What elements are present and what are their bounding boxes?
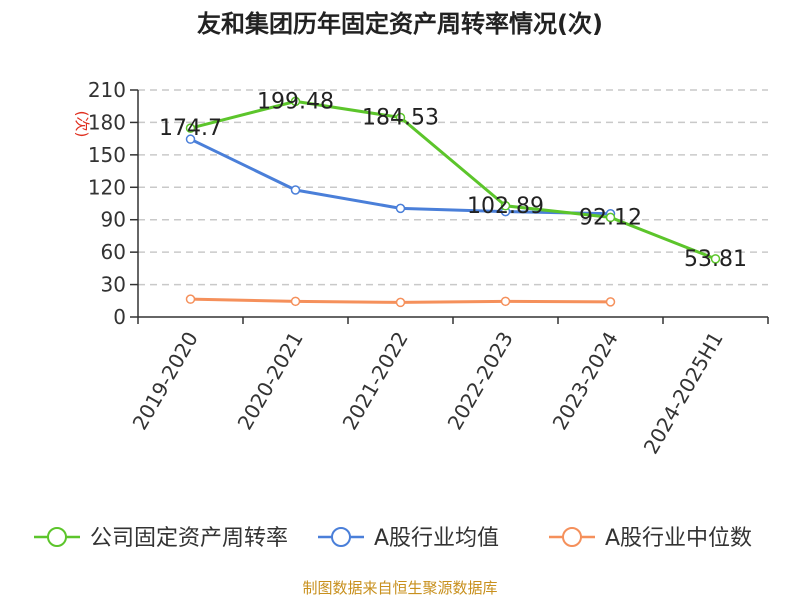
data-point[interactable] <box>605 212 616 223</box>
data-point[interactable] <box>185 123 196 133</box>
legend-item[interactable]: A股行业均值 <box>318 526 499 551</box>
data-point[interactable] <box>500 296 511 307</box>
x-tick-label: 2019-2020 <box>128 328 203 434</box>
legend-label: A股行业均值 <box>374 526 499 551</box>
y-axis-label: (次) <box>73 111 91 138</box>
data-label: 53.81 <box>684 247 747 272</box>
legend-label: A股行业中位数 <box>605 526 752 551</box>
x-tick-labels: 2019-2020 2020-2021 2021-2022 2022-2023 2023… <box>128 328 728 458</box>
data-labels: 174.7 199.48 184.53 102.89 92.12 53.81 <box>159 89 747 271</box>
data-label: 184.53 <box>362 106 439 131</box>
series-lines <box>185 96 721 308</box>
legend-item[interactable]: 公司固定资产周转率 <box>34 526 288 551</box>
x-tick-label: 2022-2023 <box>443 328 518 434</box>
data-point[interactable] <box>395 297 406 308</box>
chart-title: 友和集团历年固定资产周转率情况(次) <box>197 10 603 38</box>
axes <box>130 89 769 324</box>
data-point[interactable] <box>605 297 616 307</box>
data-point[interactable] <box>185 134 196 144</box>
x-tick-label: 2021-2022 <box>338 328 413 434</box>
data-label: 199.48 <box>257 89 334 114</box>
grid-lines <box>138 89 768 286</box>
data-point[interactable] <box>290 296 301 307</box>
y-tick-label: 120 <box>88 175 126 199</box>
y-tick-label: 90 <box>101 208 126 232</box>
data-point[interactable] <box>500 201 511 211</box>
y-tick-label: 30 <box>101 273 126 297</box>
x-tick-label: 2023-2024 <box>548 328 623 434</box>
y-tick-label: 180 <box>88 110 126 134</box>
legend-swatch-marker <box>562 527 582 547</box>
data-point[interactable] <box>290 96 301 107</box>
data-label: 102.89 <box>467 194 544 219</box>
series-line <box>189 137 612 216</box>
y-tick-labels: 0 30 60 90 120 150 180 210 <box>88 78 126 329</box>
data-point[interactable] <box>395 203 406 214</box>
y-tick-label: 60 <box>101 240 126 264</box>
y-tick-label: 150 <box>88 143 126 167</box>
y-tick-label: 0 <box>113 305 126 329</box>
data-point[interactable] <box>710 254 721 264</box>
data-point[interactable] <box>185 294 196 304</box>
data-label: 174.7 <box>159 116 222 141</box>
legend-label: 公司固定资产周转率 <box>90 526 288 551</box>
source-text: 制图数据来自恒生聚源数据库 <box>302 579 497 597</box>
series-line <box>189 99 717 261</box>
x-tick-label: 2024-2025H1 <box>639 328 728 458</box>
data-point[interactable] <box>290 185 301 195</box>
x-tick-label: 2020-2021 <box>233 328 308 434</box>
legend: 公司固定资产周转率 A股行业均值 A股行业中位数 <box>34 526 752 551</box>
legend-item[interactable]: A股行业中位数 <box>549 526 752 551</box>
legend-swatch-marker <box>47 527 67 547</box>
data-point[interactable] <box>395 112 406 123</box>
data-label: 92.12 <box>579 205 642 230</box>
y-tick-label: 210 <box>88 78 126 102</box>
legend-swatch-marker <box>331 527 351 547</box>
